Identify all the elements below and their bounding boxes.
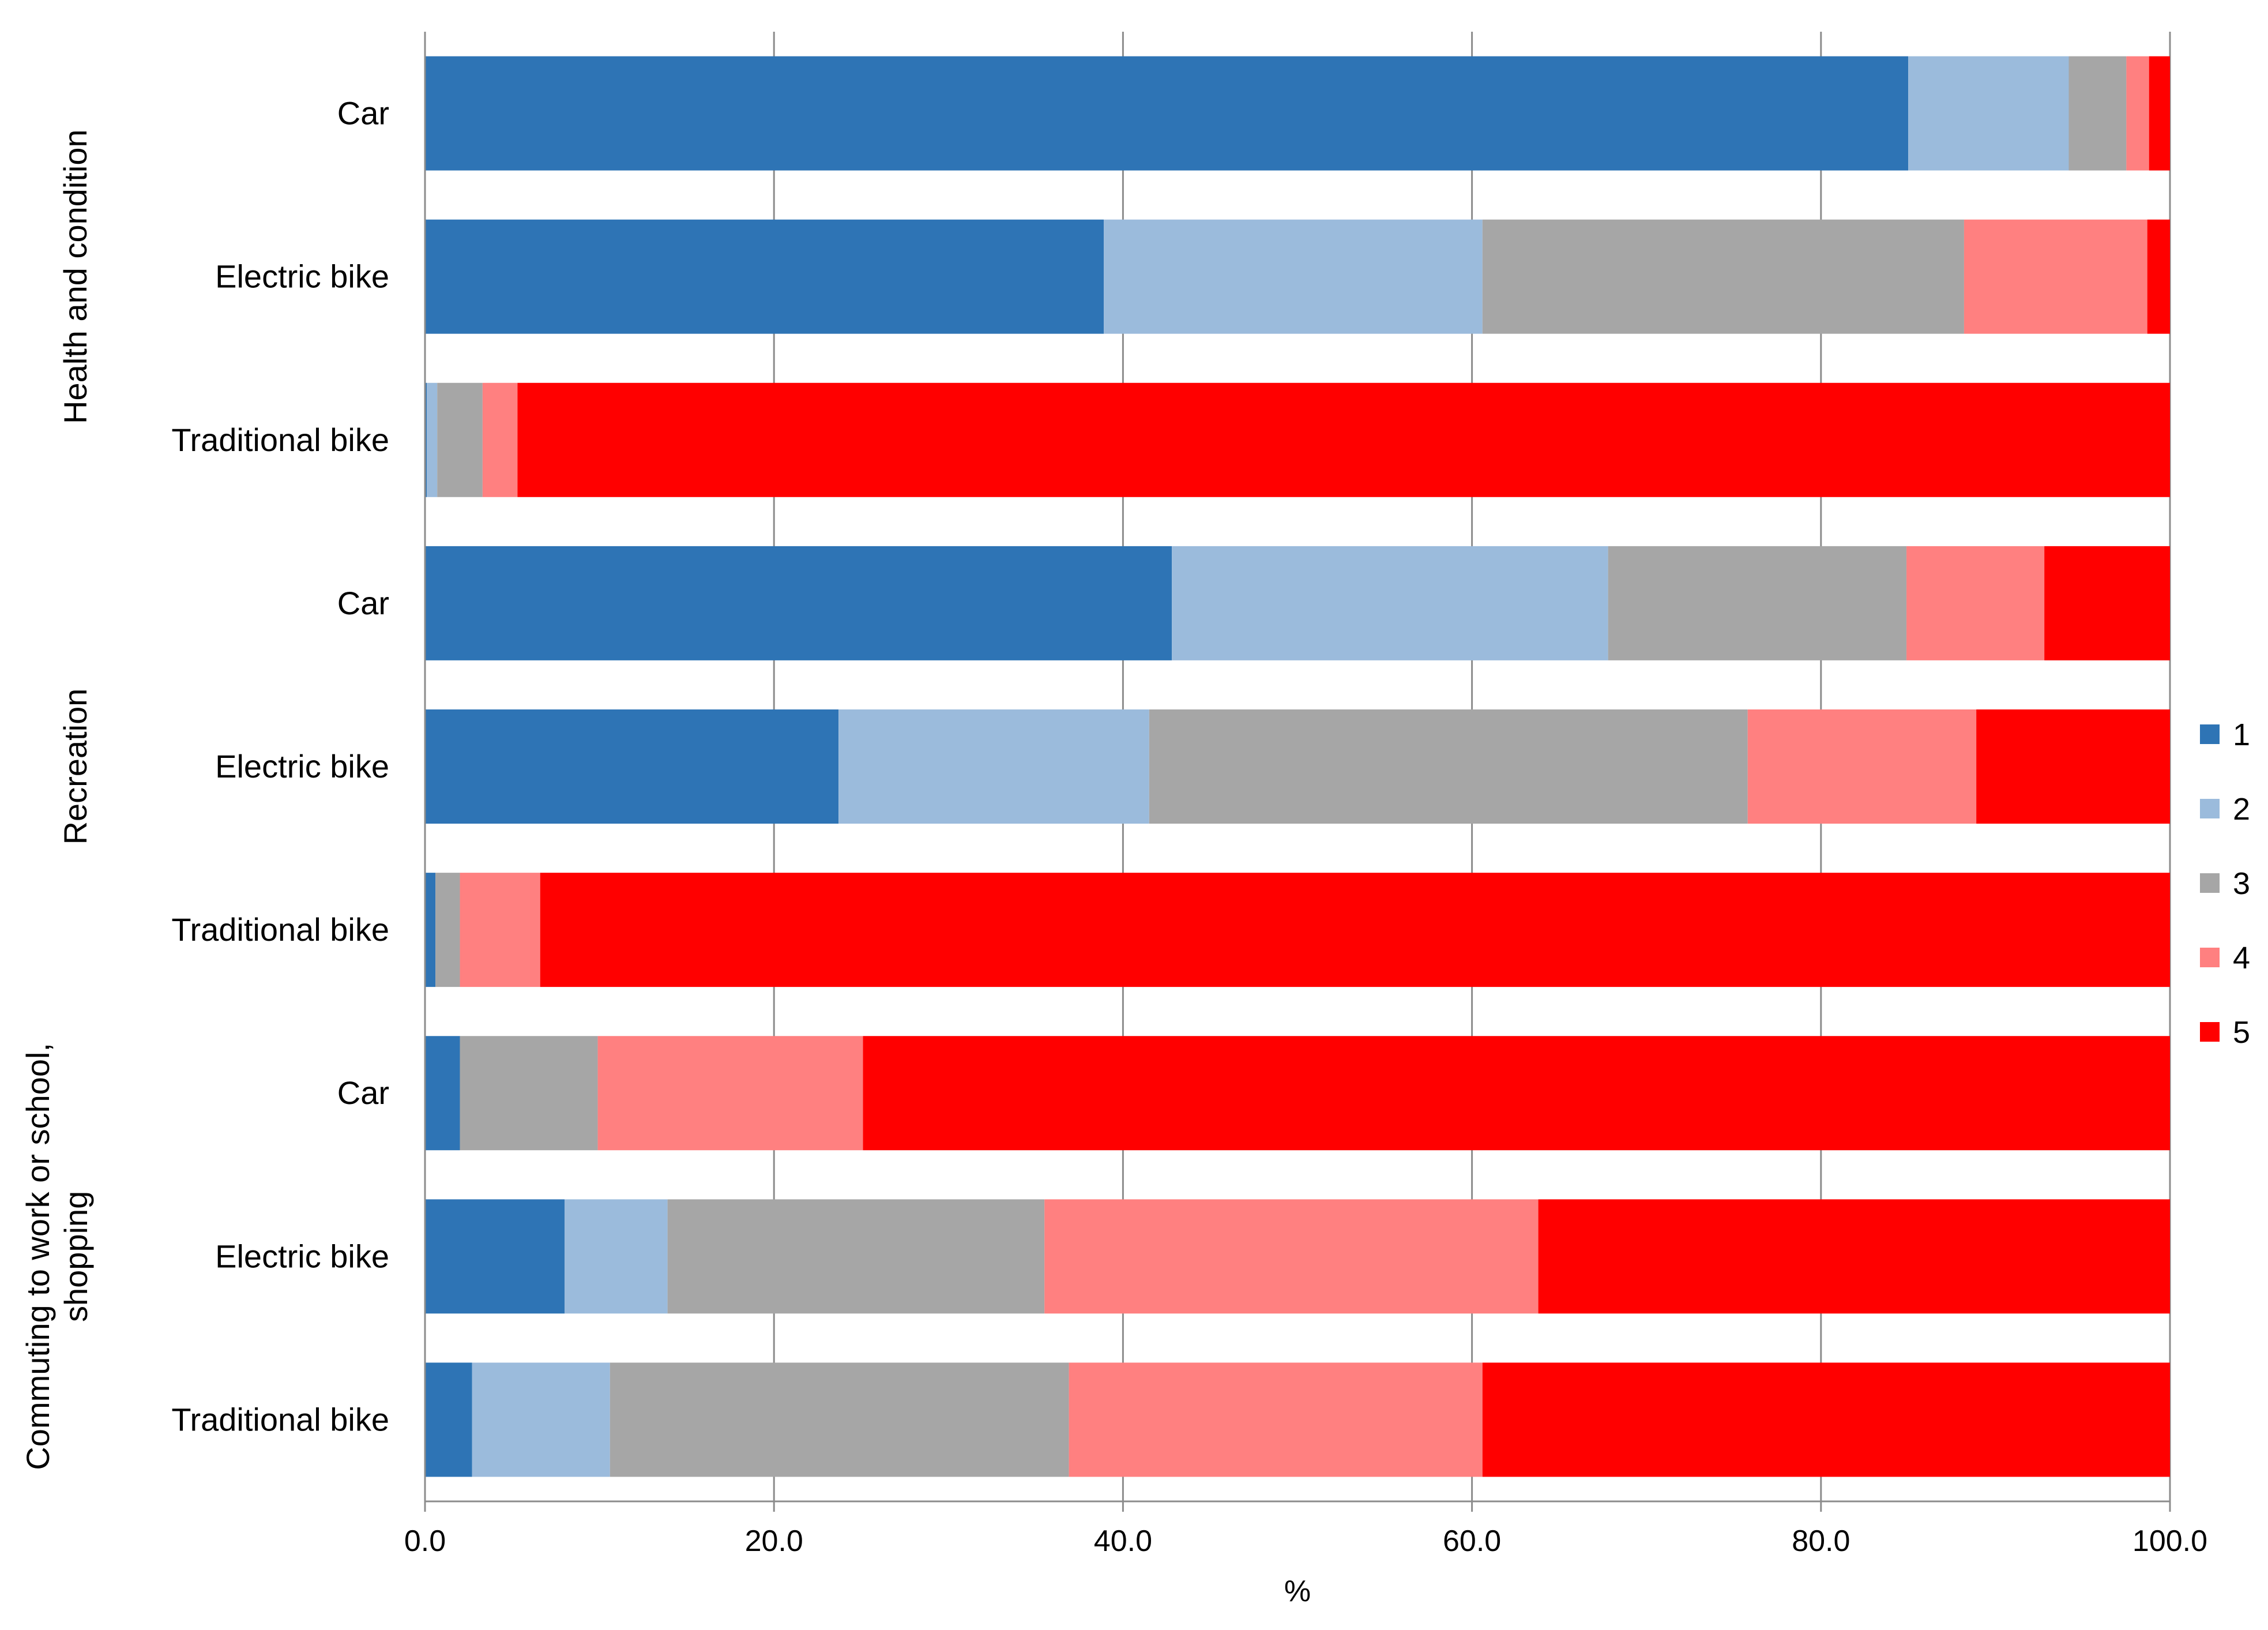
category-label: Car bbox=[337, 585, 389, 621]
bar-segment-series-4 bbox=[1069, 1362, 1483, 1477]
bar-segment-series-4 bbox=[1747, 709, 1977, 824]
bar-segment-series-1 bbox=[425, 1362, 472, 1477]
bar-segment-series-4 bbox=[2126, 56, 2149, 171]
group-label: shopping bbox=[58, 1191, 94, 1322]
category-label: Traditional bike bbox=[171, 911, 389, 948]
legend-label-5: 5 bbox=[2233, 1015, 2250, 1050]
category-label: Car bbox=[337, 95, 389, 132]
bar-segment-series-4 bbox=[1906, 546, 2045, 660]
bar-segment-series-3 bbox=[435, 873, 460, 987]
bar-segment-series-1 bbox=[425, 709, 839, 824]
bar-segment-series-3 bbox=[1608, 546, 1907, 660]
bar-segment-series-5 bbox=[2044, 546, 2170, 660]
bar-segment-series-4 bbox=[1044, 1199, 1539, 1314]
bar-segment-series-3 bbox=[610, 1362, 1069, 1477]
bar-segment-series-2 bbox=[565, 1199, 668, 1314]
legend-swatch-1 bbox=[2200, 724, 2220, 744]
bar-segment-series-5 bbox=[1538, 1199, 2170, 1314]
x-tick-label: 40.0 bbox=[1094, 1524, 1152, 1558]
x-axis-title: % bbox=[1284, 1575, 1311, 1608]
x-tick-label: 80.0 bbox=[1792, 1524, 1850, 1558]
bar-segment-series-1 bbox=[425, 56, 1909, 171]
x-tick-label: 20.0 bbox=[745, 1524, 803, 1558]
x-tick-label: 0.0 bbox=[404, 1524, 446, 1558]
bar-segment-series-5 bbox=[517, 382, 2171, 497]
bar-segment-series-2 bbox=[427, 382, 438, 497]
x-tick-label: 100.0 bbox=[2132, 1524, 2207, 1558]
legend-swatch-2 bbox=[2200, 799, 2220, 818]
category-label: Electric bike bbox=[215, 1238, 389, 1274]
bar-segment-series-3 bbox=[1149, 709, 1748, 824]
bar-segment-series-2 bbox=[472, 1362, 610, 1477]
bar-segment-series-3 bbox=[1482, 219, 1964, 334]
legend-swatch-3 bbox=[2200, 873, 2220, 893]
bar-segment-series-2 bbox=[838, 709, 1149, 824]
legend: 1 2 3 4 5 bbox=[2200, 718, 2250, 1050]
bar-segment-series-4 bbox=[460, 873, 540, 987]
x-axis-ticks: 0.0 20.0 40.0 60.0 80.0 100.0 bbox=[404, 1501, 2207, 1558]
bar-segment-series-3 bbox=[460, 1036, 598, 1151]
x-tick-label: 60.0 bbox=[1443, 1524, 1501, 1558]
bar-stacks bbox=[425, 56, 2171, 1477]
bar-segment-series-1 bbox=[425, 219, 1104, 334]
bar-segment-series-4 bbox=[597, 1036, 863, 1151]
group-labels: Health and condition Recreation Commuting … bbox=[20, 129, 94, 1470]
bar-segment-series-2 bbox=[1172, 546, 1608, 660]
bar-segment-series-3 bbox=[2068, 56, 2127, 171]
group-label: Health and condition bbox=[57, 129, 93, 424]
group-label: Recreation bbox=[57, 689, 93, 845]
bar-segment-series-5 bbox=[863, 1036, 2171, 1151]
bar-segment-series-5 bbox=[1482, 1362, 2170, 1477]
bar-segment-series-5 bbox=[540, 873, 2170, 987]
category-label: Car bbox=[337, 1075, 389, 1111]
bar-segment-series-1 bbox=[425, 1036, 460, 1151]
legend-label-3: 3 bbox=[2233, 866, 2250, 901]
category-label: Electric bike bbox=[215, 748, 389, 784]
legend-label-4: 4 bbox=[2233, 941, 2250, 975]
bar-segment-series-4 bbox=[482, 382, 518, 497]
category-label: Electric bike bbox=[215, 258, 389, 295]
bar-segment-series-1 bbox=[425, 1199, 565, 1314]
bar-segment-series-5 bbox=[1976, 709, 2170, 824]
category-labels: Car Electric bike Traditional bike Car Elect… bbox=[171, 95, 389, 1438]
bar-segment-series-5 bbox=[2147, 219, 2170, 334]
bar-segment-series-3 bbox=[437, 382, 483, 497]
bar-segment-series-4 bbox=[1964, 219, 2147, 334]
axes bbox=[424, 32, 2170, 1512]
bar-segment-series-1 bbox=[425, 382, 427, 497]
bar-segment-series-1 bbox=[425, 873, 436, 987]
bar-segment-series-5 bbox=[2149, 56, 2170, 171]
category-label: Traditional bike bbox=[171, 1401, 389, 1437]
bar-segment-series-1 bbox=[425, 546, 1172, 660]
legend-swatch-4 bbox=[2200, 948, 2220, 967]
group-label: Commuting to work or school, bbox=[20, 1043, 56, 1470]
bar-segment-series-2 bbox=[1104, 219, 1483, 334]
legend-swatch-5 bbox=[2200, 1022, 2220, 1042]
bar-segment-series-3 bbox=[667, 1199, 1045, 1314]
category-label: Traditional bike bbox=[171, 422, 389, 458]
bar-segment-series-2 bbox=[1908, 56, 2069, 171]
legend-label-2: 2 bbox=[2233, 792, 2250, 827]
legend-label-1: 1 bbox=[2233, 718, 2250, 752]
